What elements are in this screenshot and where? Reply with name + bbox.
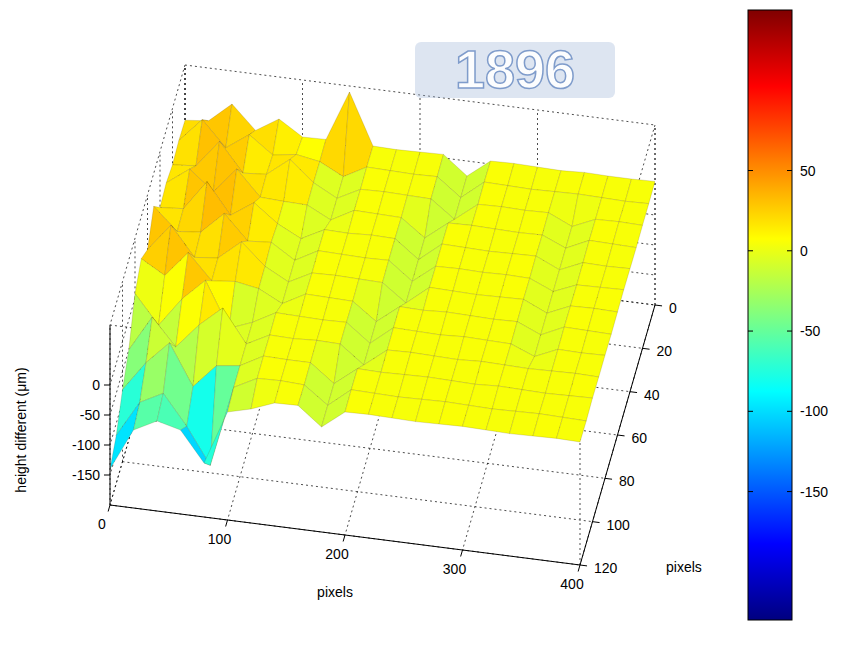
- chart: 0 100 200 300 400 0 20 40 60 80 100 120 0 -50 -100 -150…: [0, 0, 852, 649]
- grid-line-y-floor: [110, 505, 580, 565]
- z-tick: [104, 385, 110, 386]
- y-tick: [630, 391, 637, 393]
- y-tick: [593, 521, 600, 523]
- z-tick: [104, 475, 110, 476]
- box: [110, 65, 655, 565]
- surface-cell: [557, 417, 587, 442]
- colorbar-tick: [748, 250, 753, 251]
- surface-cell: [588, 308, 618, 334]
- surface-cell: [594, 287, 624, 312]
- y-tick: [580, 565, 587, 567]
- colorbar-tick: [787, 331, 792, 332]
- colorbar-tick: [787, 411, 792, 412]
- x-tick: [461, 550, 463, 557]
- y-tick-label: 0: [669, 300, 677, 316]
- surface-cell: [569, 373, 599, 398]
- grid-line-x-floor: [580, 305, 655, 565]
- y-tick-label: 20: [657, 343, 673, 359]
- surface-cell: [619, 201, 649, 225]
- colorbar-tick: [787, 170, 792, 171]
- watermark: 1896: [415, 39, 615, 99]
- z-tick-label: -100: [72, 437, 100, 453]
- z-tick-label: -50: [80, 407, 100, 423]
- colorbar-scale: [748, 10, 792, 620]
- surface: [110, 92, 655, 469]
- grid: [110, 65, 655, 565]
- z-axis-title: height different (μm): [13, 367, 29, 492]
- grid-line-y-floor: [123, 462, 593, 522]
- colorbar-tick-label: 50: [800, 163, 816, 179]
- surface-cell: [600, 266, 630, 289]
- z-tick-label: -150: [72, 467, 100, 483]
- surface-cell: [157, 393, 187, 430]
- surface-cell: [217, 308, 247, 366]
- y-axis-title: pixels: [666, 559, 702, 575]
- axes: 0 100 200 300 400 0 20 40 60 80 100 120 0 -50 -100 -150…: [13, 300, 702, 600]
- surface-cell: [110, 402, 140, 469]
- colorbar-tick: [787, 491, 792, 492]
- surface-cell: [204, 387, 234, 465]
- y-tick-label: 100: [607, 517, 631, 533]
- surface-cell: [613, 222, 643, 248]
- watermark-text: 1896: [455, 39, 575, 99]
- y-tick-label: 120: [594, 560, 618, 576]
- y-tick: [643, 348, 650, 350]
- colorbar-tick: [748, 491, 753, 492]
- colorbar-tick-label: -100: [800, 403, 828, 419]
- x-tick: [108, 505, 110, 512]
- surface-cell: [625, 179, 655, 204]
- x-tick-label: 300: [443, 561, 467, 577]
- z-tick: [104, 445, 110, 446]
- x-tick-label: 400: [560, 576, 584, 592]
- surface-cell: [251, 378, 281, 409]
- box-edge: [655, 125, 656, 305]
- colorbar-tick-label: -150: [800, 484, 828, 500]
- y-axis-line: [580, 305, 655, 565]
- surface-cell: [607, 244, 637, 269]
- colorbar-tick: [748, 170, 753, 171]
- colorbar-tick-label: -50: [800, 323, 820, 339]
- y-tick-label: 40: [644, 387, 660, 403]
- z-tick-label: 0: [92, 377, 100, 393]
- surface-cell: [134, 393, 164, 430]
- box-edge: [580, 125, 655, 385]
- background: [0, 0, 852, 649]
- x-tick-label: 100: [208, 531, 232, 547]
- surface-cell: [582, 331, 612, 356]
- y-tick: [655, 305, 662, 307]
- z-tick: [104, 415, 110, 416]
- y-tick-label: 80: [619, 473, 635, 489]
- colorbar-tick: [748, 331, 753, 332]
- surface-cell: [575, 353, 605, 377]
- x-axis-title: pixels: [317, 584, 353, 600]
- grid-line-x-wall: [655, 125, 656, 305]
- surface-cell: [563, 396, 593, 421]
- colorbar-tick: [787, 250, 792, 251]
- y-tick-label: 60: [632, 430, 648, 446]
- x-tick-label: 200: [325, 546, 349, 562]
- x-tick: [343, 535, 345, 542]
- y-tick: [605, 478, 612, 480]
- y-tick: [618, 435, 625, 437]
- x-tick: [578, 565, 580, 572]
- colorbar-tick-label: 0: [800, 243, 808, 259]
- x-tick-label: 0: [98, 516, 106, 532]
- x-tick: [226, 520, 228, 527]
- x-axis-line: [110, 505, 580, 565]
- colorbar: 50 0 -50 -100 -150: [748, 10, 828, 620]
- colorbar-tick: [748, 411, 753, 412]
